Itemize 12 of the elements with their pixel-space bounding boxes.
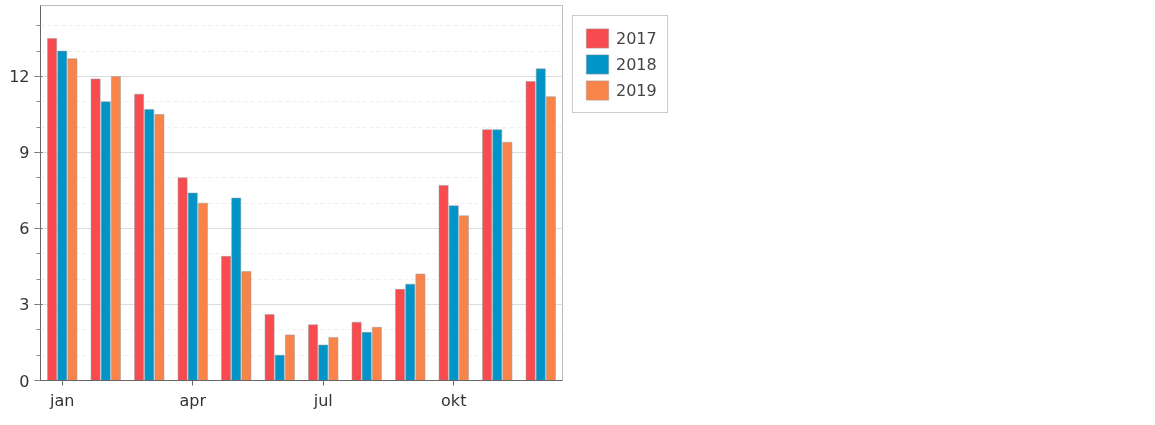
- x-tick-label: apr: [179, 390, 207, 410]
- y-tick-label: 3: [19, 295, 30, 315]
- y-tick-label: 12: [9, 67, 30, 87]
- y-tick-label: 6: [19, 219, 30, 239]
- x-tick-label: jan: [49, 390, 75, 410]
- y-tick-label: 0: [19, 371, 30, 391]
- legend-label: 2019: [616, 80, 657, 100]
- legend-label: 2018: [616, 54, 657, 74]
- x-tick-label: okt: [441, 390, 467, 410]
- y-tick-label: 9: [19, 143, 30, 163]
- legend-label: 2017: [616, 28, 657, 48]
- x-tick-label: jul: [312, 390, 333, 410]
